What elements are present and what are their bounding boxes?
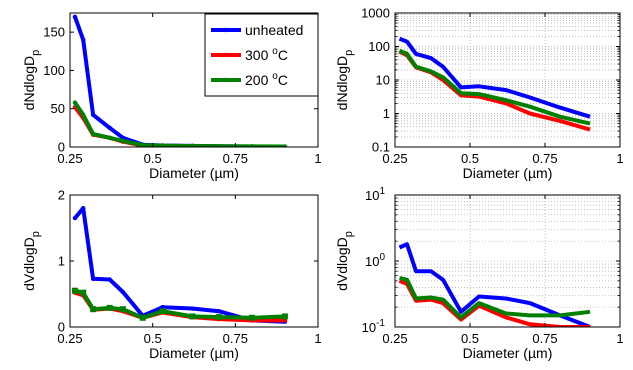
data-point	[90, 306, 97, 313]
data-point	[216, 144, 221, 147]
data-point	[72, 100, 78, 105]
data-point	[190, 143, 195, 147]
legend-label: 200 oC	[245, 71, 288, 88]
legend-marker	[223, 77, 229, 83]
x-tick-label: 0.5	[461, 151, 479, 166]
x-tick-label: 1	[616, 331, 623, 346]
y-tick-label: 100	[368, 39, 390, 54]
chart-panel-top-left: 0.25 0.5 0.75 1 0 50 100 150 Diameter (µm) dNdlog…	[21, 12, 322, 181]
legend-label: unheated	[245, 22, 303, 38]
data-point	[81, 37, 86, 42]
data-point	[80, 289, 87, 296]
data-point	[120, 138, 126, 144]
y-axis-label: dVdlogDp	[334, 231, 355, 291]
data-point	[249, 144, 255, 147]
data-point	[140, 142, 145, 147]
x-tick-label: 0.75	[223, 151, 248, 166]
data-point	[72, 14, 78, 20]
series-0	[398, 36, 591, 119]
x-tick-label: 1	[314, 331, 321, 346]
data-point	[216, 308, 221, 314]
y-tick-label: 1	[58, 254, 65, 269]
series-0	[398, 242, 591, 327]
y-tick-label: 100	[365, 252, 385, 269]
data-point	[81, 206, 86, 211]
series-2	[398, 48, 591, 126]
data-point	[282, 144, 288, 147]
data-point	[189, 313, 196, 320]
data-point	[160, 143, 165, 147]
y-tick-label: 1000	[361, 6, 390, 21]
data-point	[90, 276, 96, 282]
y-tick-label: 150	[43, 25, 65, 40]
y-axis-label: dNdlogDp	[21, 50, 42, 111]
x-tick-label: 0.75	[532, 151, 557, 166]
data-point	[120, 289, 126, 295]
data-point	[190, 306, 195, 311]
gridlines	[395, 195, 620, 327]
legend-label: 300 oC	[245, 46, 288, 63]
chart-panel-bottom-left: 0.25 0.5 0.75 1 0 1 2 Diameter (µm) dVdlogDp	[21, 188, 322, 362]
x-tick-label: 0.25	[382, 331, 407, 346]
legend: unheated 300 oC 200 oC	[204, 13, 319, 97]
y-tick-label: 0.1	[372, 140, 390, 155]
data-point	[90, 112, 96, 118]
legend-marker	[223, 52, 229, 58]
series-2	[71, 287, 288, 321]
series-line	[398, 36, 591, 119]
series-2	[399, 276, 591, 320]
data-point	[215, 314, 222, 321]
x-tick-label: 1	[616, 151, 623, 166]
y-tick-label: 10-1	[362, 318, 386, 335]
y-tick-label: 100	[43, 63, 65, 78]
y-tick-label: 101	[365, 186, 385, 203]
y-tick-label: 2	[58, 188, 65, 203]
data-point	[107, 135, 112, 141]
gridlines	[395, 13, 620, 147]
y-axis-label: dNdlogDp	[334, 50, 355, 111]
data-point	[248, 314, 255, 321]
y-tick-label: 50	[51, 101, 65, 116]
x-axis-label: Diameter (µm)	[463, 345, 553, 361]
x-tick-label: 1	[314, 151, 321, 166]
y-axis-label: dVdlogDp	[21, 231, 42, 291]
y-tick-label: 0	[58, 320, 65, 335]
data-point	[281, 313, 288, 320]
x-axis-label: Diameter (µm)	[149, 165, 239, 181]
data-point	[139, 314, 146, 321]
x-tick-label: 0.5	[144, 151, 162, 166]
data-point	[159, 308, 166, 315]
x-tick-label: 0.75	[223, 331, 248, 346]
data-point	[106, 304, 113, 311]
x-tick-label: 0.75	[532, 331, 557, 346]
data-point	[107, 125, 112, 131]
series-line	[399, 276, 591, 320]
legend-marker	[223, 27, 229, 33]
data-point	[81, 112, 86, 118]
chart-panel-top-right: 0.25 0.5 0.75 1 0.1 1 10 100 1000 Diameter (µm) dN…	[334, 6, 624, 182]
series-line	[398, 242, 591, 327]
data-point	[119, 306, 126, 313]
plot-area	[395, 13, 620, 147]
x-tick-label: 0.5	[461, 331, 479, 346]
x-tick-label: 0.25	[57, 331, 82, 346]
data-point	[107, 277, 112, 282]
x-tick-label: 0.5	[144, 331, 162, 346]
x-axis-label: Diameter (µm)	[149, 345, 239, 361]
data-point	[71, 287, 78, 294]
series-line	[398, 48, 591, 126]
chart-panel-bottom-right: 0.25 0.5 0.75 1 10-1 100 101 Diameter (µm) dVdlo…	[334, 186, 624, 361]
data-point	[72, 215, 78, 221]
y-tick-label: 10	[376, 73, 390, 88]
y-tick-label: 0	[58, 140, 65, 155]
x-tick-label: 0.25	[382, 151, 407, 166]
series-2	[72, 100, 288, 147]
y-tick-label: 1	[383, 106, 390, 121]
data-point	[90, 131, 96, 137]
plot-area	[395, 195, 620, 327]
x-axis-label: Diameter (µm)	[463, 165, 553, 181]
x-tick-label: 0.25	[57, 151, 82, 166]
